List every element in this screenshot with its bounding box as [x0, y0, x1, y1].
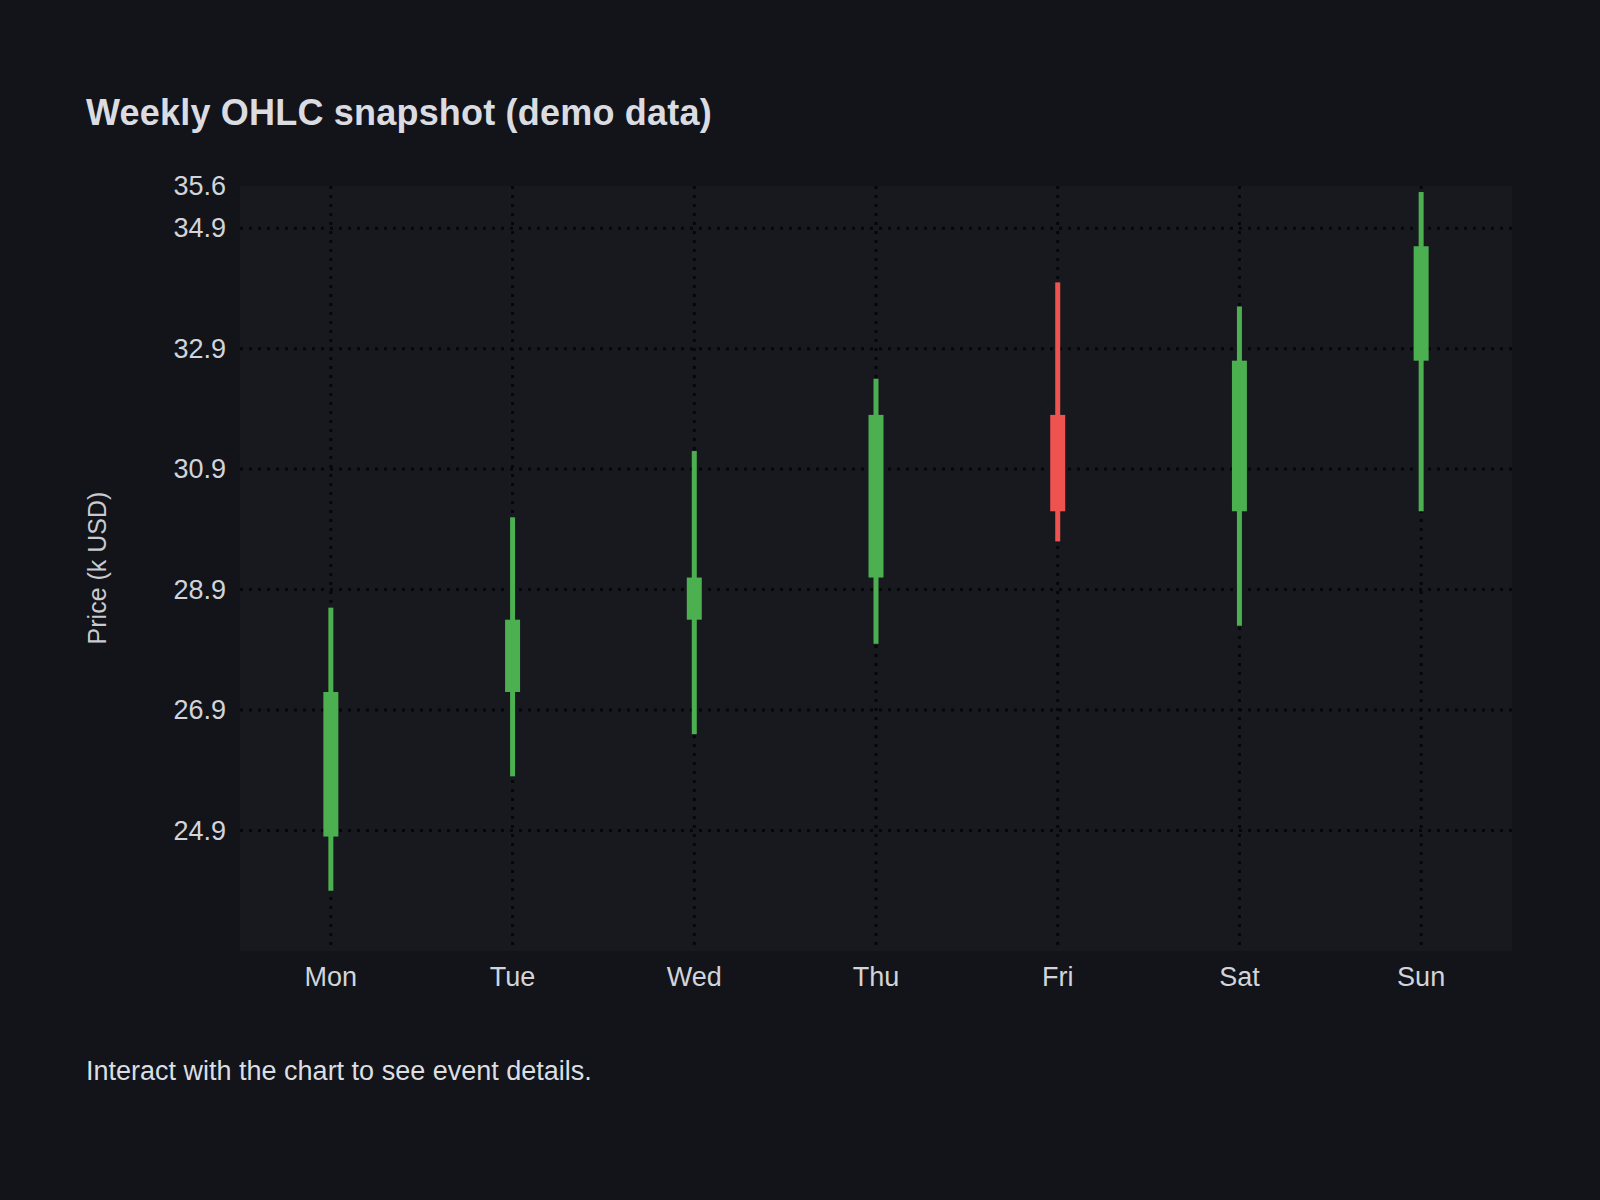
x-tick-label: Sun — [1397, 962, 1445, 992]
y-tick-label: 34.9 — [173, 213, 226, 243]
candle-body[interactable] — [505, 620, 520, 692]
ohlc-chart: 35.6 34.9 32.9 30.9 28.9 26.9 24.9 Mon Tue Wed Thu… — [0, 0, 1600, 1200]
ohlc-chart-canvas[interactable]: 35.6 34.9 32.9 30.9 28.9 26.9 24.9 Mon Tue Wed Thu… — [0, 0, 1600, 1200]
y-tick-label: 35.6 — [173, 171, 226, 201]
y-axis-title: Price (k USD) — [83, 492, 111, 645]
candle-body[interactable] — [869, 415, 884, 578]
candle-body[interactable] — [323, 692, 338, 837]
y-tick-label: 32.9 — [173, 334, 226, 364]
x-tick-label: Mon — [305, 962, 358, 992]
candle-body[interactable] — [1050, 415, 1065, 511]
candle-body[interactable] — [1414, 246, 1429, 360]
x-tick-label: Fri — [1042, 962, 1073, 992]
footer-hint: Interact with the chart to see event det… — [86, 1056, 592, 1087]
y-tick-label: 28.9 — [173, 575, 226, 605]
y-tick-label: 26.9 — [173, 695, 226, 725]
x-tick-label: Tue — [490, 962, 536, 992]
y-tick-label: 30.9 — [173, 454, 226, 484]
candle-body[interactable] — [687, 578, 702, 620]
x-tick-label: Sat — [1219, 962, 1260, 992]
x-tick-label: Wed — [667, 962, 722, 992]
y-tick-label: 24.9 — [173, 816, 226, 846]
x-tick-label: Thu — [853, 962, 900, 992]
candle-body[interactable] — [1232, 361, 1247, 512]
